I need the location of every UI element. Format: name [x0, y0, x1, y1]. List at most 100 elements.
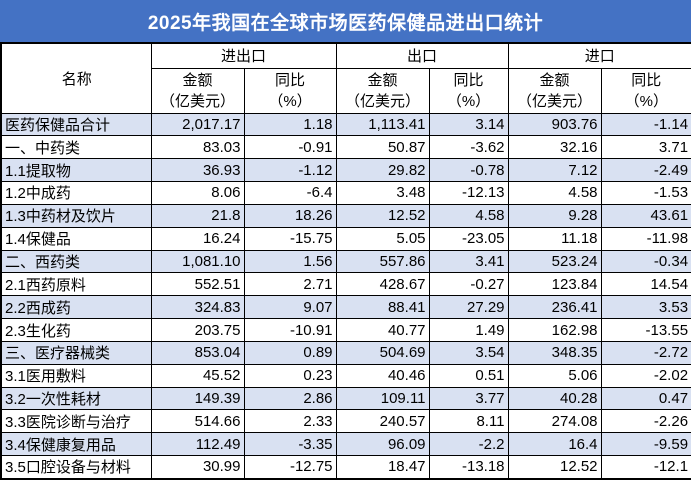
cell-total-yoy: 2.33	[243, 409, 337, 434]
row-name-cell: 3.2一次性耗材	[0, 386, 152, 411]
table-row: 二、西药类 1,081.10 1.56 557.86 3.41 523.24 -…	[0, 249, 691, 274]
header-total-amount: 金额 （亿美元）	[150, 67, 245, 114]
cell-import-amount: 16.4	[507, 432, 602, 457]
cell-total-yoy: 0.23	[243, 363, 337, 388]
cell-export-amount: 18.47	[335, 455, 430, 479]
cell-export-amount: 3.48	[335, 181, 430, 205]
cell-total-amount: 203.75	[150, 318, 245, 342]
cell-import-amount: 236.41	[507, 295, 602, 320]
yoy-unit: （%）	[268, 92, 312, 110]
cell-export-yoy: -0.78	[428, 158, 509, 183]
header-export-amount: 金额 （亿美元）	[335, 67, 430, 114]
cell-import-amount: 40.28	[507, 386, 602, 411]
table-row: 1.4保健品 16.24 -15.75 5.05 -23.05 11.18 -1…	[0, 226, 691, 251]
cell-export-amount: 40.77	[335, 318, 430, 342]
cell-import-amount: 162.98	[507, 318, 602, 342]
cell-import-amount: 11.18	[507, 226, 602, 251]
row-name-cell: 3.5口腔设备与材料	[0, 455, 152, 479]
yoy-label: 同比	[275, 71, 306, 89]
cell-total-amount: 112.49	[150, 432, 245, 457]
cell-export-yoy: 3.14	[428, 112, 509, 137]
row-name-cell: 一、中药类	[0, 135, 152, 160]
table-row: 1.2中成药 8.06 -6.4 3.48 -12.13 4.58 -1.53	[0, 181, 691, 205]
table-header: 名称 进出口 出口 进口 金额 （亿美元） 同比 （%） 金额 （亿美元）	[0, 42, 691, 114]
cell-export-yoy: 3.54	[428, 340, 509, 365]
cell-export-amount: 1,113.41	[335, 112, 430, 137]
cell-total-yoy: 9.07	[243, 295, 337, 320]
row-name-cell: 1.4保健品	[0, 226, 152, 251]
cell-import-amount: 12.52	[507, 455, 602, 479]
cell-import-yoy: -2.49	[600, 158, 691, 183]
cell-total-amount: 8.06	[150, 181, 245, 205]
header-export-yoy: 同比 （%）	[428, 67, 509, 114]
cell-import-amount: 903.76	[507, 112, 602, 137]
cell-import-yoy: -1.53	[600, 181, 691, 205]
cell-total-yoy: 1.56	[243, 249, 337, 274]
table-row: 2.3生化药 203.75 -10.91 40.77 1.49 162.98 -…	[0, 318, 691, 342]
header-import-amount: 金额 （亿美元）	[507, 67, 602, 114]
page-title: 2025年我国在全球市场医药保健品进出口统计	[0, 0, 691, 42]
cell-export-yoy: -12.13	[428, 181, 509, 205]
cell-export-amount: 5.05	[335, 226, 430, 251]
header-group-import: 进口	[507, 42, 691, 69]
table-row: 2.2西成药 324.83 9.07 88.41 27.29 236.41 3.…	[0, 295, 691, 320]
cell-export-amount: 50.87	[335, 135, 430, 160]
cell-total-amount: 21.8	[150, 203, 245, 228]
cell-export-yoy: -2.2	[428, 432, 509, 457]
cell-import-yoy: -2.26	[600, 409, 691, 434]
cell-total-yoy: -1.12	[243, 158, 337, 183]
cell-import-amount: 9.28	[507, 203, 602, 228]
cell-import-yoy: -9.59	[600, 432, 691, 457]
cell-total-yoy: 2.71	[243, 272, 337, 297]
cell-total-yoy: 18.26	[243, 203, 337, 228]
cell-import-yoy: 14.54	[600, 272, 691, 297]
table-row: 三、医疗器械类 853.04 0.89 504.69 3.54 348.35 -…	[0, 340, 691, 365]
yoy-label: 同比	[631, 71, 662, 89]
cell-import-yoy: 3.71	[600, 135, 691, 160]
cell-total-amount: 514.66	[150, 409, 245, 434]
cell-total-amount: 16.24	[150, 226, 245, 251]
cell-total-yoy: -3.35	[243, 432, 337, 457]
cell-import-amount: 123.84	[507, 272, 602, 297]
cell-total-amount: 853.04	[150, 340, 245, 365]
cell-total-amount: 30.99	[150, 455, 245, 479]
table-row: 3.5口腔设备与材料 30.99 -12.75 18.47 -13.18 12.…	[0, 455, 691, 479]
cell-export-amount: 109.11	[335, 386, 430, 411]
cell-export-yoy: 8.11	[428, 409, 509, 434]
cell-total-yoy: 2.86	[243, 386, 337, 411]
row-name-cell: 1.1提取物	[0, 158, 152, 183]
cell-export-yoy: 27.29	[428, 295, 509, 320]
cell-total-amount: 36.93	[150, 158, 245, 183]
cell-export-yoy: 3.41	[428, 249, 509, 274]
cell-import-amount: 274.08	[507, 409, 602, 434]
cell-export-amount: 40.46	[335, 363, 430, 388]
row-name-cell: 三、医疗器械类	[0, 340, 152, 365]
cell-import-yoy: 3.53	[600, 295, 691, 320]
table-body: 医药保健品合计 2,017.17 1.18 1,113.41 3.14 903.…	[0, 112, 691, 479]
header-import-yoy: 同比 （%）	[600, 67, 691, 114]
cell-import-yoy: -12.1	[600, 455, 691, 479]
cell-export-amount: 12.52	[335, 203, 430, 228]
amount-label: 金额	[182, 71, 213, 89]
cell-import-amount: 348.35	[507, 340, 602, 365]
table-row: 一、中药类 83.03 -0.91 50.87 -3.62 32.16 3.71	[0, 135, 691, 160]
cell-total-amount: 2,017.17	[150, 112, 245, 137]
cell-export-yoy: -13.18	[428, 455, 509, 479]
cell-export-yoy: -0.27	[428, 272, 509, 297]
cell-total-yoy: -0.91	[243, 135, 337, 160]
table-row: 1.1提取物 36.93 -1.12 29.82 -0.78 7.12 -2.4…	[0, 158, 691, 183]
cell-import-amount: 7.12	[507, 158, 602, 183]
cell-import-yoy: 43.61	[600, 203, 691, 228]
table-row: 3.4保健康复用品 112.49 -3.35 96.09 -2.2 16.4 -…	[0, 432, 691, 457]
header-name-column: 名称	[0, 42, 152, 114]
cell-total-amount: 83.03	[150, 135, 245, 160]
row-name-cell: 3.4保健康复用品	[0, 432, 152, 457]
cell-export-yoy: 1.49	[428, 318, 509, 342]
cell-total-yoy: -10.91	[243, 318, 337, 342]
cell-export-yoy: 3.77	[428, 386, 509, 411]
cell-import-amount: 4.58	[507, 181, 602, 205]
cell-export-amount: 96.09	[335, 432, 430, 457]
yoy-unit: （%）	[446, 92, 491, 110]
cell-total-yoy: -6.4	[243, 181, 337, 205]
